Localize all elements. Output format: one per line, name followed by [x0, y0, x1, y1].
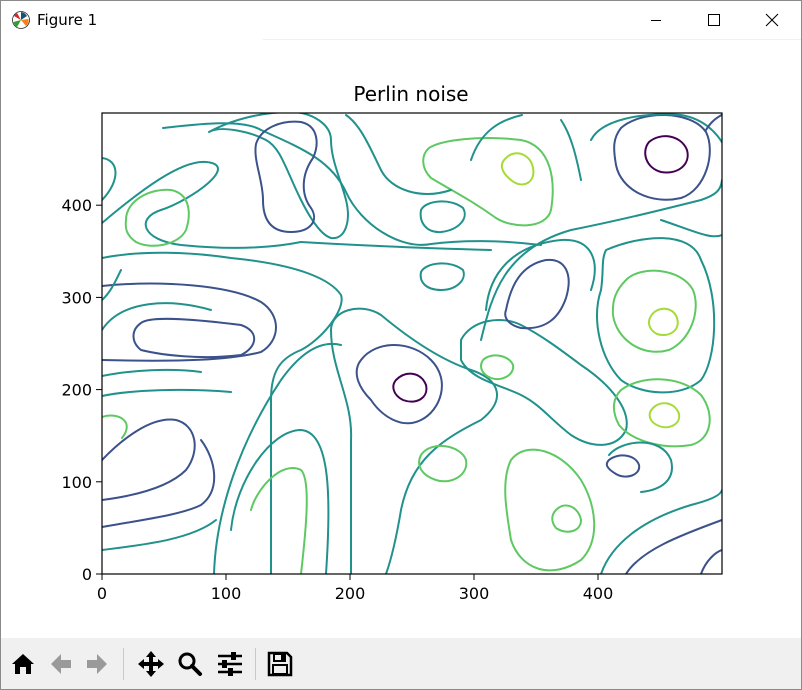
back-button[interactable] [45, 647, 76, 680]
minimize-icon [651, 20, 661, 21]
minimize-button[interactable] [627, 1, 685, 39]
save-button[interactable] [264, 647, 295, 680]
contour-plot: Perlin noise [61, 82, 723, 603]
configure-subplots-button[interactable] [214, 647, 245, 680]
chart-title: Perlin noise [353, 82, 468, 106]
contour-lines [102, 113, 722, 574]
matplotlib-logo-icon [12, 11, 30, 29]
pan-button[interactable] [135, 647, 166, 680]
navigation-toolbar [1, 638, 801, 689]
window-title: Figure 1 [37, 11, 98, 29]
y-tick-label: 100 [61, 473, 92, 492]
zoom-magnifier-icon [178, 652, 202, 676]
axes-frame [101, 112, 723, 575]
close-button[interactable] [743, 1, 801, 39]
forward-button[interactable] [81, 647, 112, 680]
y-tick-label: 200 [61, 381, 92, 400]
close-icon [765, 13, 779, 27]
forward-arrow-icon [86, 653, 107, 674]
y-tick-label: 300 [61, 288, 92, 307]
maximize-button[interactable] [685, 1, 743, 39]
y-tick-label: 400 [61, 196, 92, 215]
x-tick-label: 0 [97, 584, 107, 603]
title-separator [263, 39, 801, 40]
x-tick-label: 400 [583, 584, 614, 603]
axis-ticks: 0 100 200 300 400 0 100 200 300 400 [61, 196, 613, 603]
toolbar-separator [255, 648, 256, 680]
toolbar-separator [123, 648, 124, 680]
back-arrow-icon [50, 653, 71, 674]
pan-move-icon [137, 650, 164, 677]
y-tick-label: 0 [82, 565, 92, 584]
home-icon [11, 653, 34, 674]
save-disk-icon [267, 651, 292, 676]
maximize-icon [708, 14, 720, 26]
title-bar: Figure 1 [1, 1, 801, 39]
home-button[interactable] [7, 647, 38, 680]
x-tick-label: 100 [211, 584, 242, 603]
sliders-icon [217, 651, 242, 676]
zoom-button[interactable] [174, 647, 205, 680]
figure-canvas[interactable]: Perlin noise [1, 40, 801, 638]
x-tick-label: 300 [459, 584, 490, 603]
x-tick-label: 200 [335, 584, 366, 603]
